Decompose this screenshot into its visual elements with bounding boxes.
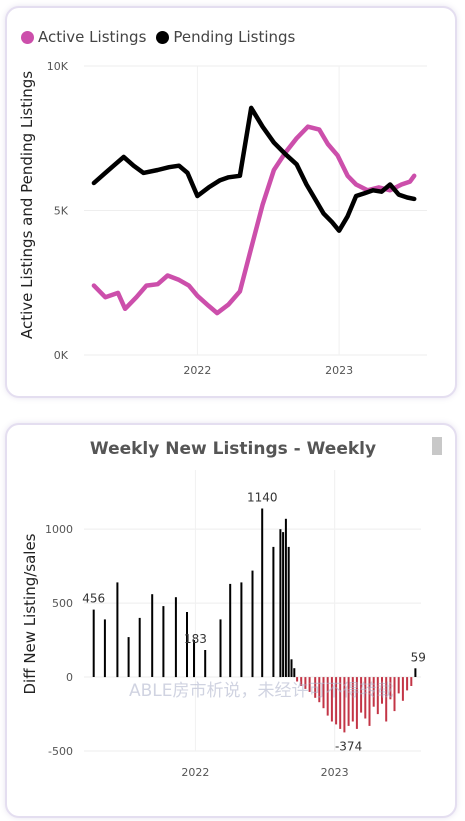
bar [401, 677, 404, 701]
scrollbar-thumb[interactable] [432, 437, 442, 455]
data-label: 1140 [247, 490, 278, 504]
bar [296, 677, 299, 682]
bar [193, 640, 195, 678]
bar [343, 677, 346, 733]
bar [389, 677, 392, 700]
bar [406, 677, 409, 691]
bar [351, 677, 354, 722]
bar [293, 668, 296, 678]
y-tick-label: 10K [47, 60, 69, 73]
data-label: 59 [411, 650, 426, 664]
x-tick-label: 2022 [181, 766, 209, 779]
bar [219, 619, 222, 678]
bar [364, 677, 367, 719]
legend-item-pending[interactable]: Pending Listings [156, 28, 295, 46]
bar [318, 677, 321, 703]
bar [335, 677, 338, 725]
bar [162, 606, 165, 678]
bar [355, 677, 358, 729]
bar [272, 546, 275, 677]
bar [308, 677, 311, 692]
bar [304, 677, 307, 689]
y-tick-label: 0K [54, 349, 69, 362]
bar [127, 637, 130, 677]
y-tick-label: 500 [52, 597, 73, 610]
bar [251, 570, 254, 678]
bar [229, 583, 232, 678]
bar [116, 582, 119, 678]
bar [393, 677, 396, 712]
y-tick-label: -500 [48, 745, 73, 758]
legend-label-active: Active Listings [38, 28, 147, 46]
y-tick-label: 5K [54, 205, 69, 218]
bar [330, 677, 333, 722]
bar [314, 677, 317, 698]
series-line-pending-listings [91, 105, 417, 233]
bar [287, 546, 290, 677]
bar [138, 617, 141, 678]
bar [290, 659, 293, 677]
x-tick-label: 2023 [321, 766, 349, 779]
bar [261, 508, 264, 678]
chart-title: Weekly New Listings - Weekly [89, 439, 377, 459]
bar [347, 677, 350, 726]
bar [186, 612, 188, 678]
y-tick-label: 1000 [45, 523, 73, 536]
bar [204, 650, 207, 678]
bar [322, 677, 325, 709]
bar [92, 609, 95, 677]
chart-card-listings: Active Listings Pending Listings Active … [5, 6, 457, 398]
bar [279, 529, 282, 678]
bar [372, 677, 375, 707]
bar [360, 677, 363, 713]
bar [339, 677, 342, 729]
bar [300, 677, 303, 686]
bar [397, 677, 400, 694]
series-line-active-listings [91, 124, 417, 316]
data-label: -374 [335, 739, 362, 753]
bar [385, 677, 388, 722]
bar [151, 594, 154, 677]
x-tick-label: 2022 [183, 364, 211, 377]
bar [240, 582, 243, 678]
legend-dot-active [21, 30, 34, 44]
legend-dot-pending [156, 30, 170, 44]
line-chart-plot: 0K 5K 10K 2022 2023 [47, 60, 427, 377]
bar [284, 518, 287, 677]
legend: Active Listings Pending Listings [21, 28, 295, 46]
bar [376, 677, 379, 715]
bar [410, 677, 413, 686]
bar [174, 597, 177, 678]
legend-item-active[interactable]: Active Listings [21, 28, 146, 46]
chart-card-weekly: Weekly New Listings - Weekly Diff New Li… [5, 423, 457, 818]
data-label: 183 [184, 632, 207, 646]
bar-chart-plot: -500 0 500 1000 2022 2023 456 183 1140 -374 59 [45, 470, 426, 779]
bar [381, 677, 383, 704]
bar [282, 532, 285, 677]
bar [368, 677, 371, 726]
bar [103, 619, 106, 678]
x-tick-label: 2023 [325, 364, 353, 377]
data-label: 456 [82, 592, 105, 606]
bar [326, 677, 329, 716]
legend-label-pending: Pending Listings [173, 28, 296, 46]
bar [414, 668, 417, 677]
y-tick-label: 0 [66, 671, 73, 684]
